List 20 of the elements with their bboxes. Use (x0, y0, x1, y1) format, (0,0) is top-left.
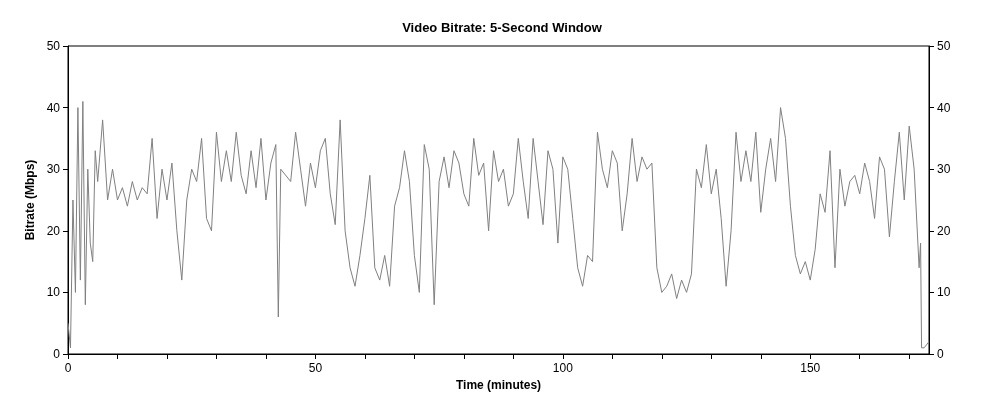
y-tick-label: 20 (46, 223, 61, 238)
y2-tick-label: 50 (937, 39, 951, 53)
y2-tick-label: 40 (937, 100, 951, 115)
line-series (67, 100, 930, 349)
y-tick-label: 50 (46, 39, 61, 53)
y2-tick-label: 20 (937, 223, 951, 238)
y-tick-label: 40 (46, 100, 61, 115)
y-tick-label: 10 (46, 285, 61, 300)
y2-tick-label: 30 (937, 162, 951, 177)
y-tick-label: 0 (53, 347, 61, 361)
x-tick-label: 150 (800, 361, 821, 375)
x-axis-title: Time (minutes) (455, 377, 542, 392)
x-tick-label: 100 (552, 361, 574, 375)
chart-title: Video Bitrate: 5-Second Window (402, 20, 603, 35)
y2-tick-label: 10 (937, 285, 951, 300)
y-tick-label: 30 (46, 162, 61, 177)
x-tick-label: 50 (308, 361, 323, 375)
y2-tick-label: 0 (937, 347, 944, 361)
x-tick-label: 0 (64, 361, 72, 375)
y-axis-title: Bitrate (Mbps) (22, 159, 37, 241)
